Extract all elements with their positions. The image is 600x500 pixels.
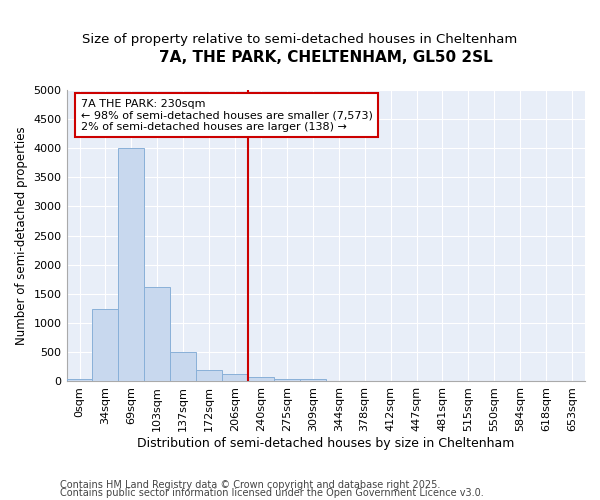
Text: 7A THE PARK: 230sqm
← 98% of semi-detached houses are smaller (7,573)
2% of semi: 7A THE PARK: 230sqm ← 98% of semi-detach… <box>81 98 373 132</box>
Text: Contains public sector information licensed under the Open Government Licence v3: Contains public sector information licen… <box>60 488 484 498</box>
Bar <box>274 378 300 382</box>
Bar <box>222 374 248 382</box>
Y-axis label: Number of semi-detached properties: Number of semi-detached properties <box>15 126 28 345</box>
Title: 7A, THE PARK, CHELTENHAM, GL50 2SL: 7A, THE PARK, CHELTENHAM, GL50 2SL <box>159 50 493 65</box>
Text: Size of property relative to semi-detached houses in Cheltenham: Size of property relative to semi-detach… <box>82 32 518 46</box>
Bar <box>67 378 92 382</box>
Bar <box>196 370 222 382</box>
X-axis label: Distribution of semi-detached houses by size in Cheltenham: Distribution of semi-detached houses by … <box>137 437 514 450</box>
Bar <box>170 352 196 382</box>
Bar <box>145 286 170 382</box>
Bar <box>300 378 326 382</box>
Text: Contains HM Land Registry data © Crown copyright and database right 2025.: Contains HM Land Registry data © Crown c… <box>60 480 440 490</box>
Bar <box>92 308 118 382</box>
Bar <box>248 377 274 382</box>
Bar <box>118 148 145 382</box>
